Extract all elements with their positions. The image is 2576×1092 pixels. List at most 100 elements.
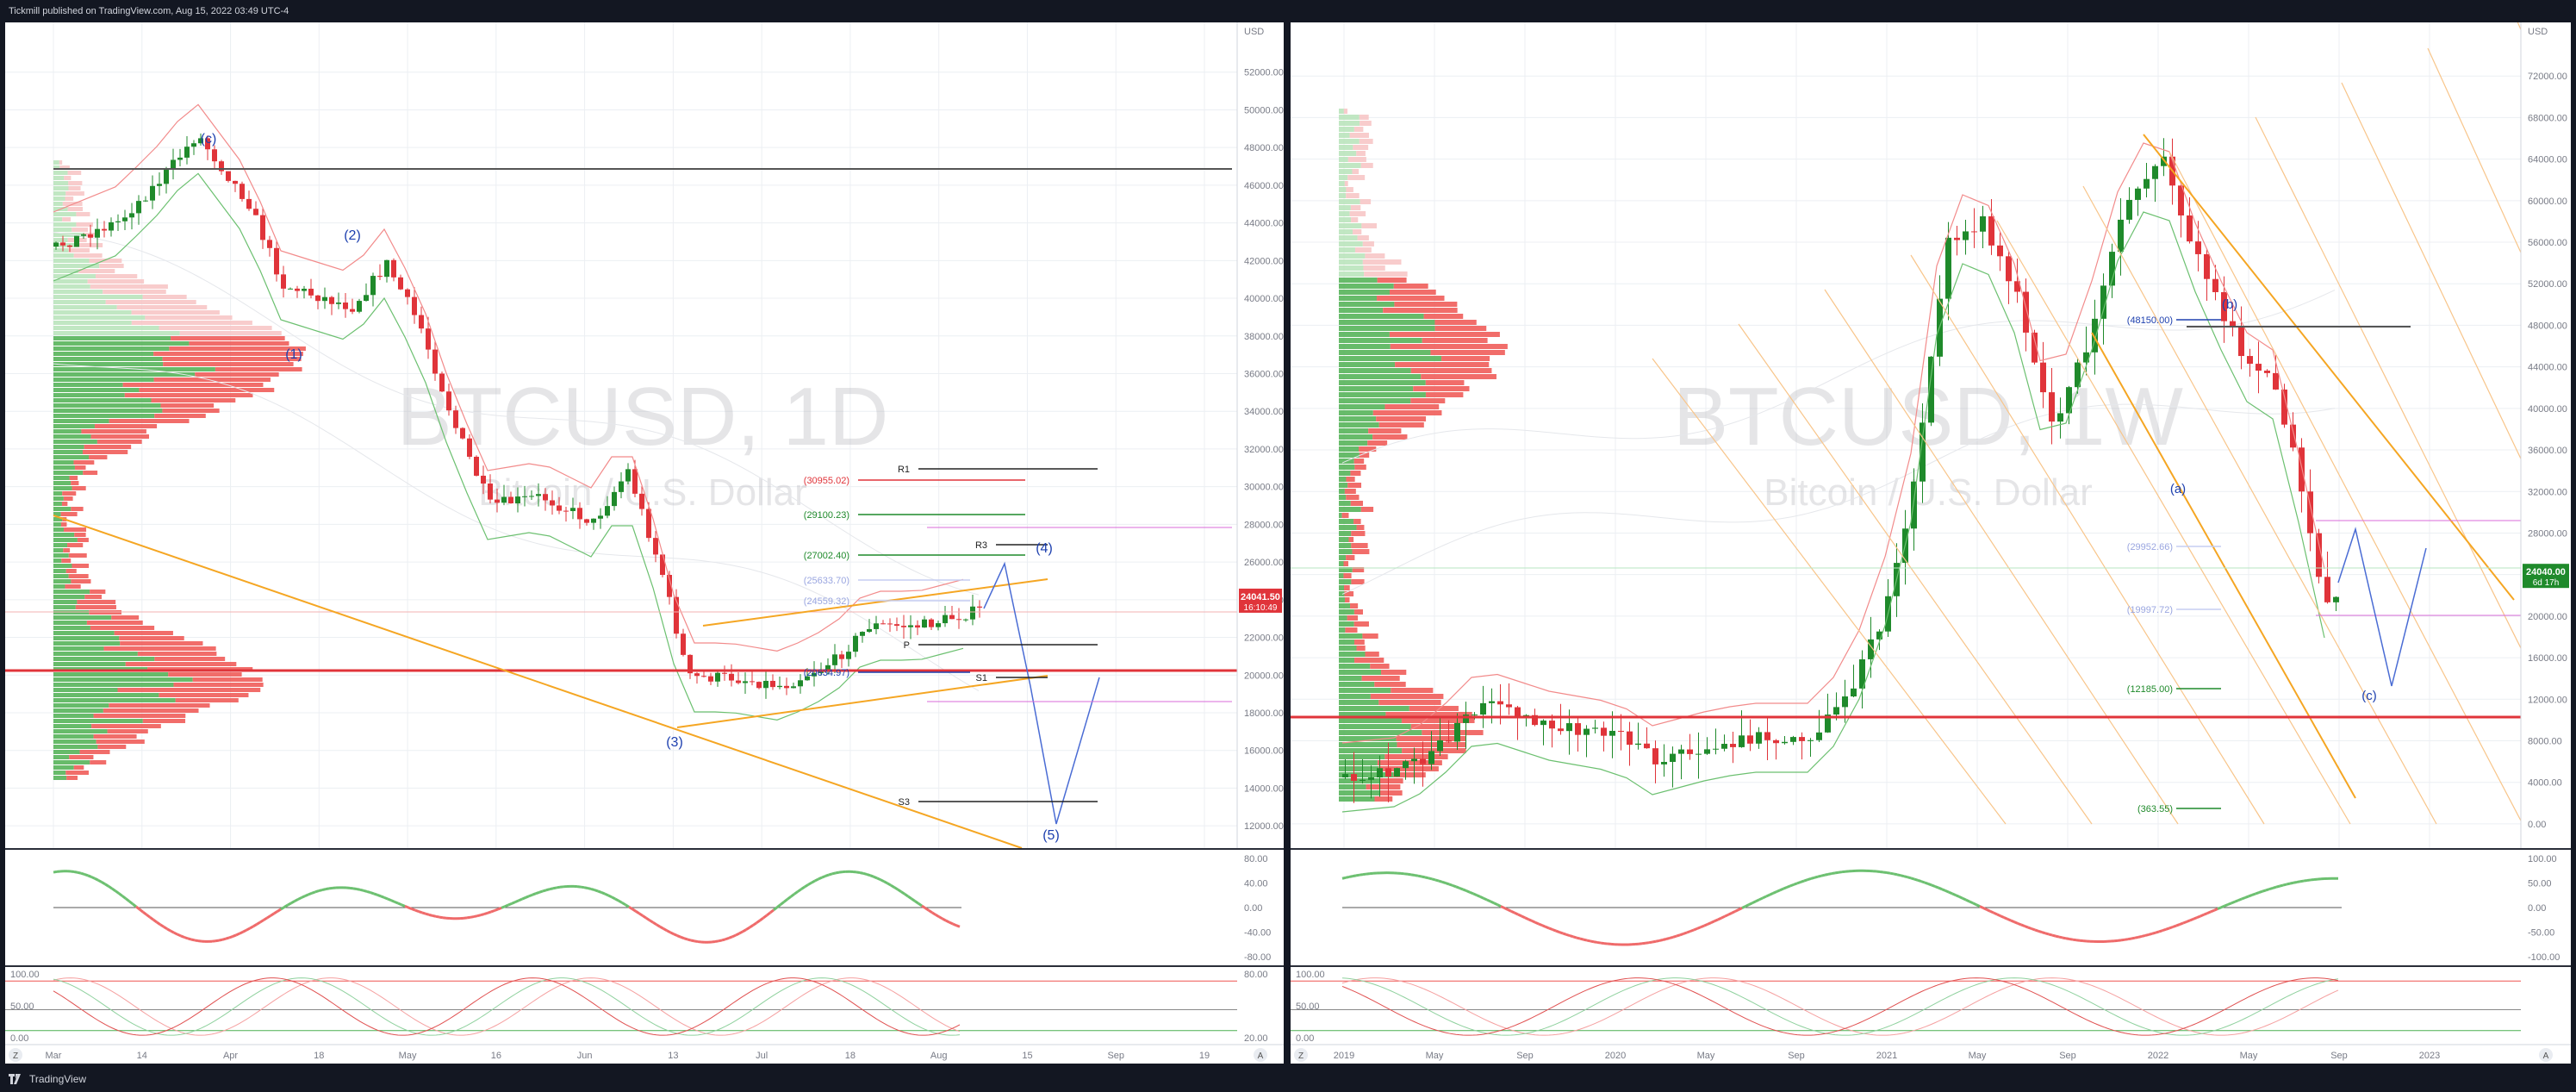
volume-bar-down <box>117 688 261 692</box>
oscillator-segment <box>621 902 626 907</box>
volume-bar-down <box>1343 109 1348 114</box>
momentum-oscillator <box>1341 869 2339 946</box>
volume-bar-up <box>1339 127 1354 132</box>
volume-bar-down <box>75 605 116 609</box>
oscillator-segment <box>2148 932 2153 936</box>
oscillator-segment <box>638 912 644 917</box>
zoom-button[interactable] <box>1294 1048 1308 1062</box>
volume-bar-down <box>1376 296 1445 301</box>
right-chart-panel[interactable]: BTCUSD, 1W Bitcoin / U.S. Dollar (48150.00… <box>1291 22 2571 1064</box>
last-price-badge <box>1239 588 1282 613</box>
oscillator-segment <box>370 891 375 895</box>
volume-bar-down <box>163 362 294 366</box>
volume-bar-up <box>53 264 100 268</box>
oscillator-segment <box>552 886 557 890</box>
volume-bar-up <box>53 776 67 780</box>
candle-body <box>694 673 700 677</box>
price-tick-label: 28000.00 <box>1244 520 1284 530</box>
candle-body <box>901 626 906 627</box>
oscillator-segment <box>1510 909 1515 914</box>
oscillator-segment <box>1503 907 1509 911</box>
volume-bar-up <box>1339 410 1373 415</box>
volume-bar-down <box>1391 688 1434 693</box>
zoom-button[interactable] <box>9 1048 22 1062</box>
volume-bar-down <box>1353 145 1369 150</box>
candle-body <box>2187 215 2193 242</box>
volume-bar-up <box>53 755 70 759</box>
price-tick-label: 30000.00 <box>1244 483 1284 493</box>
oscillator-segment <box>507 902 513 907</box>
channel-line <box>2168 151 2523 825</box>
level-label: R1 <box>898 465 910 475</box>
auto-scale-button[interactable] <box>2539 1048 2553 1062</box>
oscillator-segment <box>373 892 378 896</box>
oscillator-segment <box>1827 872 1832 876</box>
volume-bar-up <box>1339 308 1384 313</box>
volume-bar-down <box>162 409 220 413</box>
volume-bar-up <box>53 719 143 723</box>
candle-body <box>832 654 837 665</box>
wedge-lower-line <box>53 515 1023 849</box>
oscillator-segment <box>921 904 926 909</box>
price-tick-label: 26000.00 <box>1244 558 1284 568</box>
time-tick-label: Apr <box>223 1051 238 1061</box>
volume-bar-up <box>53 683 174 687</box>
candle-body <box>1920 422 1926 482</box>
time-axis[interactable] <box>1291 1045 2571 1064</box>
candle-body <box>1816 732 1822 740</box>
volume-bar-up <box>1339 235 1358 240</box>
volume-bar-up <box>53 403 161 408</box>
volume-bar-down <box>1423 314 1464 319</box>
candle-body <box>364 295 369 302</box>
auto-scale-button[interactable] <box>1254 1048 1267 1062</box>
left-chart-panel[interactable]: BTCUSD, 1D Bitcoin / U.S. Dollar R1 (30955.… <box>5 22 1284 1064</box>
candle-body <box>798 680 803 687</box>
volume-bar-up <box>53 228 72 232</box>
oscillator-segment <box>1438 879 1443 883</box>
volume-bar-down <box>131 321 252 325</box>
volume-bar-up <box>1339 332 1390 337</box>
volume-bar-up <box>1339 115 1360 120</box>
oscillator-segment <box>435 914 440 919</box>
oscillator-segment <box>1907 876 1912 880</box>
price-tick-label: 32000.00 <box>1244 445 1284 455</box>
stochastic-line <box>1341 977 2339 1036</box>
oscillator-segment <box>790 893 795 898</box>
candle-body <box>791 686 796 689</box>
oscillator-segment <box>2027 926 2032 930</box>
volume-bar-up <box>1339 706 1409 711</box>
candle-body <box>915 625 920 628</box>
oscillator-segment <box>824 873 830 877</box>
oscillator-segment <box>2131 936 2136 940</box>
time-tick-label: 14 <box>137 1051 147 1061</box>
volume-bar-down <box>1345 627 1358 633</box>
candle-body <box>2135 188 2141 200</box>
time-axis[interactable] <box>5 1045 1284 1064</box>
volume-bar-up <box>53 739 96 744</box>
volume-bar-up <box>53 538 78 542</box>
volume-bar-down <box>90 760 107 764</box>
volume-bar-up <box>53 708 103 713</box>
volume-bar-up <box>53 646 104 651</box>
oscillator-segment <box>280 906 285 911</box>
volume-bar-down <box>1351 217 1359 222</box>
volume-bar-up <box>1339 296 1377 301</box>
candle-body <box>1506 704 1512 708</box>
volume-bar-up <box>53 760 90 764</box>
volume-bar-up <box>1339 748 1403 753</box>
oscillator-segment <box>1810 876 1815 880</box>
level-label: (19997.72) <box>2127 605 2173 615</box>
oscillator-segment <box>1896 873 1901 877</box>
oscillator-segment <box>366 889 371 895</box>
candle-body <box>95 228 100 238</box>
volume-bar-up <box>1339 609 1354 615</box>
oscillator-segment <box>2179 921 2184 926</box>
band-line <box>53 232 980 596</box>
oscillator-segment <box>328 886 333 890</box>
oscillator-segment <box>84 872 89 877</box>
volume-bar-down <box>62 491 77 496</box>
stochastic-pane[interactable] <box>5 967 1284 1045</box>
oscillator-segment <box>2241 896 2246 901</box>
